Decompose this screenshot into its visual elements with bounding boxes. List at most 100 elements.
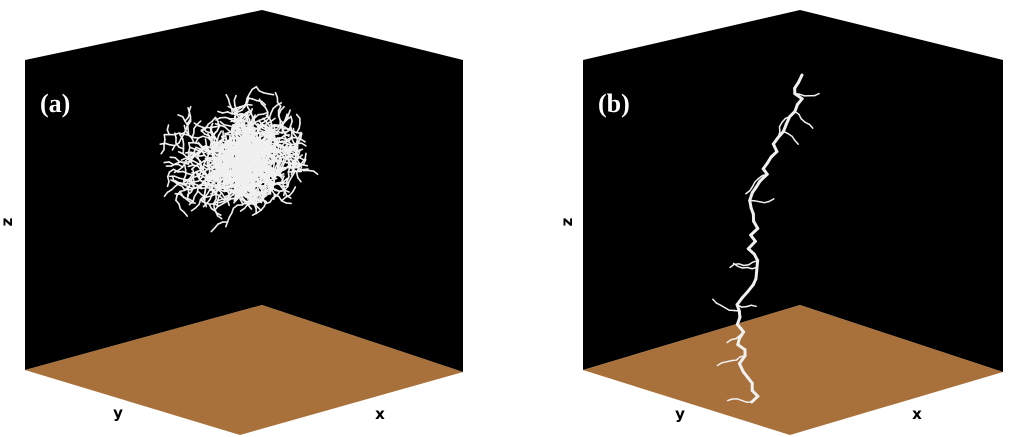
branch: [210, 191, 217, 195]
branch: [267, 93, 275, 96]
branch: [746, 266, 753, 270]
branch: [239, 178, 247, 183]
branch: [195, 146, 202, 150]
branch: [265, 125, 272, 131]
branch: [263, 181, 269, 187]
branch: [218, 144, 225, 148]
branch: [307, 169, 315, 172]
branch: [262, 92, 270, 95]
branch: [263, 173, 270, 176]
branch: [196, 175, 202, 182]
branch: [225, 93, 230, 100]
branch: [231, 167, 238, 172]
branch: [284, 113, 288, 120]
branch: [245, 97, 248, 104]
branch: [210, 173, 216, 179]
branch: [217, 158, 222, 165]
branch: [746, 239, 757, 251]
branch: [253, 119, 260, 124]
branch: [277, 145, 284, 149]
branch: [297, 176, 302, 183]
branch: [198, 198, 202, 206]
branch: [219, 124, 226, 128]
branch: [254, 190, 261, 196]
branch: [205, 195, 213, 198]
branch: [233, 122, 240, 127]
branch: [248, 88, 253, 95]
branch: [237, 194, 243, 200]
branch: [288, 176, 293, 183]
branch: [235, 138, 241, 145]
branch: [172, 180, 179, 186]
branch: [279, 140, 286, 143]
branch: [271, 194, 278, 199]
branch: [212, 202, 216, 210]
branch: [213, 223, 219, 229]
branch: [249, 146, 256, 151]
branch: [745, 189, 751, 195]
branch: [249, 152, 256, 156]
branch: [200, 186, 208, 190]
branch: [223, 197, 229, 203]
branch: [286, 151, 290, 159]
branch: [231, 147, 238, 152]
branch: [195, 156, 202, 162]
branch: [168, 161, 175, 166]
branch: [244, 147, 252, 151]
branch: [166, 175, 170, 183]
branch: [189, 151, 197, 155]
branch: [168, 168, 175, 173]
branch: [175, 199, 180, 205]
branch: [245, 149, 252, 153]
branch: [174, 156, 180, 162]
branch: [195, 186, 203, 190]
branch: [198, 148, 204, 155]
branch: [280, 141, 286, 148]
branch: [183, 211, 189, 217]
branch: [265, 160, 271, 166]
branch: [184, 164, 187, 171]
branch: [732, 262, 739, 268]
branch: [715, 302, 722, 306]
branch: [277, 105, 282, 112]
branch: [729, 263, 735, 269]
branch: [260, 205, 266, 211]
branch: [219, 158, 224, 165]
branch: [712, 298, 717, 304]
cluster: [712, 73, 820, 404]
branch: [245, 190, 250, 197]
branch: [215, 140, 221, 146]
branch: [268, 172, 275, 177]
branch: [286, 146, 290, 154]
branch: [236, 123, 240, 130]
branch: [250, 198, 256, 205]
branch: [225, 159, 231, 165]
branch: [171, 144, 176, 151]
branch: [813, 92, 820, 97]
branch: [274, 189, 281, 193]
branch: [312, 170, 319, 176]
branch: [256, 205, 262, 211]
branch: [264, 177, 269, 184]
branch: [299, 132, 303, 139]
branch: [219, 154, 226, 160]
branch: [232, 121, 238, 127]
branch: [296, 136, 300, 143]
branch: [749, 185, 754, 192]
branch: [735, 322, 746, 334]
branch: [204, 156, 212, 160]
branch: [768, 198, 775, 203]
branch: [263, 146, 266, 154]
branch: [747, 261, 754, 266]
branch: [288, 125, 292, 132]
branch: [210, 187, 216, 193]
branch: [248, 183, 255, 187]
branch: [207, 166, 213, 171]
branch: [163, 138, 166, 146]
branch: [226, 165, 233, 170]
branch: [282, 118, 288, 124]
branch: [260, 120, 267, 125]
branch: [185, 198, 192, 203]
branch: [283, 157, 288, 164]
